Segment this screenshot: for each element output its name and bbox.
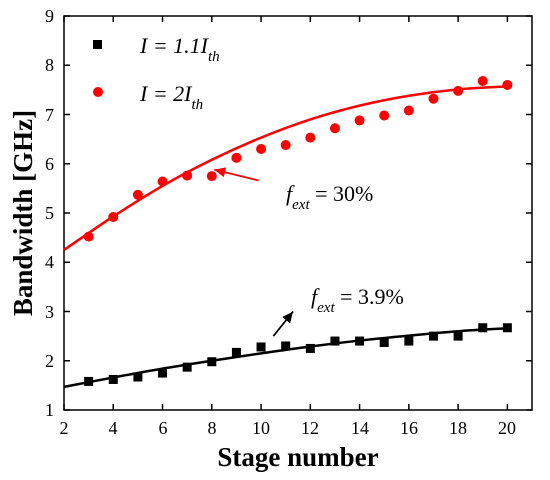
legend-marker-circle: [93, 87, 103, 97]
y-tick-label: 7: [45, 105, 54, 125]
data-points: [83, 76, 513, 386]
data-point-square: [158, 368, 168, 378]
data-point-circle: [157, 176, 168, 187]
x-tick-label: 14: [351, 418, 369, 438]
data-point-circle: [132, 189, 143, 200]
x-tick-label: 8: [208, 418, 217, 438]
data-point-square: [256, 342, 266, 352]
y-tick-label: 3: [45, 302, 54, 322]
legend-label-main: I = 1.1I: [139, 33, 210, 58]
annotation-sub: ext: [292, 197, 310, 213]
legend-label-main: I = 2I: [139, 81, 193, 106]
data-point-square: [478, 323, 488, 333]
y-tick-label: 5: [45, 203, 54, 223]
data-point-square: [453, 331, 463, 341]
data-point-circle: [477, 76, 488, 87]
plot-frame: [63, 15, 533, 411]
x-tick-label: 6: [159, 418, 168, 438]
y-tick-label: 8: [45, 55, 54, 75]
annotation-arrow-head-0: [214, 167, 227, 178]
annotation-fext-3.9: fext = 3.9%: [311, 284, 404, 316]
x-tick-label: 16: [400, 418, 418, 438]
data-point-circle: [403, 105, 414, 116]
y-axis: 1 2 3 4 5 6 7 8 9: [45, 6, 532, 420]
annotation-sub: ext: [317, 300, 335, 316]
data-point-square: [355, 336, 365, 346]
data-point-circle: [108, 211, 119, 222]
fit-line-series-1: [63, 85, 508, 251]
y-tick-label: 4: [45, 252, 54, 272]
data-point-square: [182, 362, 192, 372]
legend-label-2ith: I = 2Ith: [139, 81, 203, 113]
legend-marker-square: [93, 40, 102, 49]
data-point-square: [404, 336, 414, 346]
data-point-square: [133, 372, 143, 382]
x-tick-label: 20: [498, 418, 516, 438]
legend-label-1.1ith: I = 1.1Ith: [139, 33, 220, 65]
annotation-var: f: [311, 284, 320, 309]
data-point-circle: [329, 123, 340, 134]
x-tick-label: 12: [301, 418, 319, 438]
annotation-var: f: [286, 181, 295, 206]
x-axis-title: Stage number: [217, 442, 378, 472]
y-tick-label: 1: [45, 400, 54, 420]
fit-line-series-0: [63, 326, 508, 389]
data-point-circle: [305, 132, 316, 143]
y-tick-label: 9: [45, 6, 54, 26]
y-tick-label: 2: [45, 351, 54, 371]
x-tick-label: 10: [252, 418, 270, 438]
legend: I = 1.1Ith I = 2Ith: [93, 33, 220, 113]
data-point-square: [502, 323, 512, 333]
data-point-circle: [256, 143, 267, 154]
data-point-circle: [453, 85, 464, 96]
data-point-circle: [379, 110, 390, 121]
data-point-circle: [428, 93, 439, 104]
annotation-value: = 30%: [310, 181, 374, 206]
annotation-fext-30: fext = 30%: [286, 181, 373, 213]
data-point-square: [207, 357, 217, 367]
x-axis: 2 4 6 8 10 12 14 16 18 20: [60, 16, 516, 438]
x-tick-label: 4: [109, 418, 118, 438]
data-point-square: [428, 331, 438, 341]
data-point-circle: [502, 79, 513, 90]
y-axis-title: Bandwidth [GHz]: [8, 110, 38, 316]
y-tick-label: 6: [45, 154, 54, 174]
data-point-square: [281, 341, 291, 351]
legend-label-sub: th: [192, 97, 204, 113]
x-tick-label: 2: [60, 418, 69, 438]
legend-label-sub: th: [208, 49, 220, 65]
data-point-square: [108, 374, 118, 384]
data-point-circle: [354, 115, 365, 126]
data-point-square: [305, 343, 315, 353]
data-point-circle: [231, 152, 242, 163]
annotation-value: = 3.9%: [335, 284, 404, 309]
data-point-circle: [182, 170, 193, 181]
data-point-square: [84, 376, 94, 386]
annotation-arrow-head-1: [282, 311, 294, 324]
x-tick-label: 18: [449, 418, 467, 438]
data-point-square: [330, 336, 340, 346]
data-point-circle: [280, 140, 291, 151]
data-point-square: [231, 347, 241, 357]
annotation-arrows: [214, 167, 294, 337]
data-point-square: [379, 338, 389, 348]
data-point-circle: [206, 171, 217, 182]
data-point-circle: [83, 231, 94, 242]
